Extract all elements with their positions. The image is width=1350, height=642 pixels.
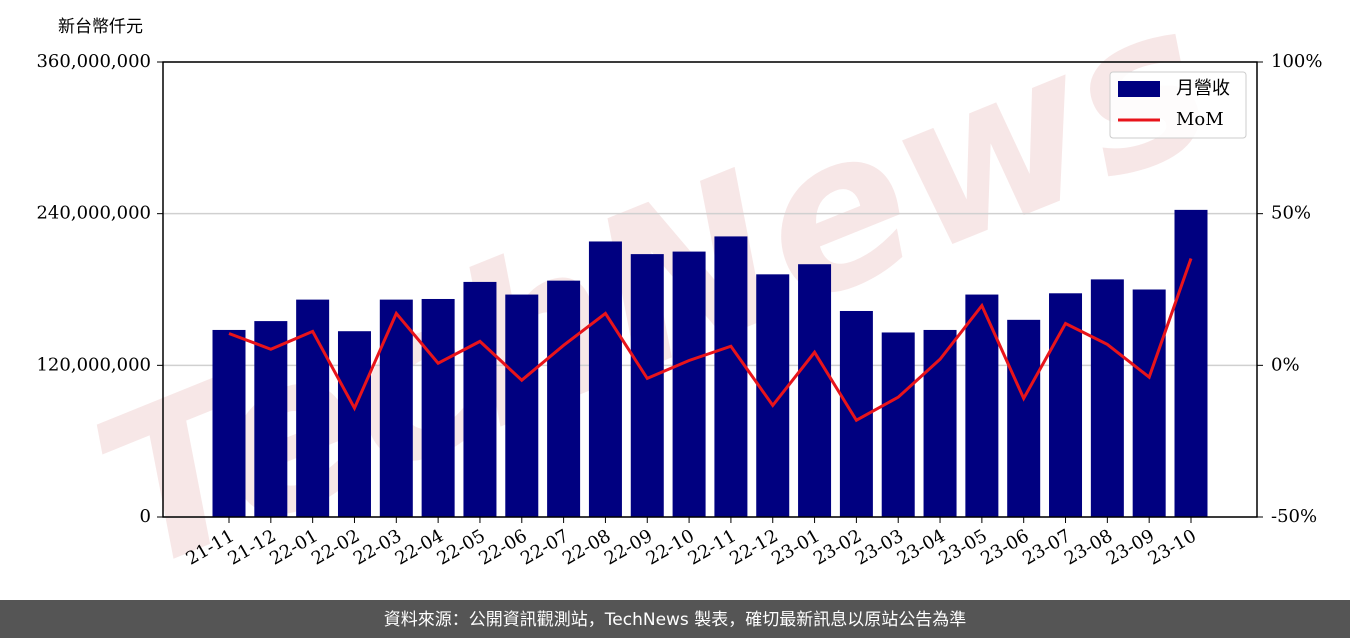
line <box>228 258 1193 423</box>
legend-label: 月營收 <box>1176 78 1230 99</box>
bar <box>672 251 706 518</box>
y2-tick-label: 100% <box>1271 51 1322 72</box>
bar <box>254 321 288 517</box>
y-unit: 新台幣仟元 <box>58 17 143 37</box>
legend-swatch <box>1118 81 1160 97</box>
y-tick-label: 0 <box>140 506 151 527</box>
bar <box>1132 289 1166 517</box>
bar <box>1007 319 1041 517</box>
bar <box>630 254 664 517</box>
y-tick-label: 240,000,000 <box>36 203 151 224</box>
footer: 資料來源：公開資訊觀測站，TechNews 製表，確切最新訊息以原站公告為準 <box>384 610 966 630</box>
bar <box>337 331 371 517</box>
bar <box>756 274 790 517</box>
bar <box>547 280 581 517</box>
bar <box>212 329 246 517</box>
y2-tick-label: -50% <box>1271 506 1317 527</box>
bar <box>1174 209 1208 517</box>
footer-bar <box>0 600 1350 638</box>
bar <box>881 332 915 517</box>
bar <box>421 298 455 517</box>
bar <box>798 264 832 517</box>
bar <box>588 241 622 517</box>
bar <box>1049 293 1083 517</box>
y2-tick-label: 50% <box>1271 203 1311 224</box>
bar <box>714 236 748 517</box>
y2-tick-label: 0% <box>1271 354 1300 375</box>
bar <box>1090 279 1124 517</box>
plot-frame <box>162 61 1258 518</box>
bar <box>379 299 413 517</box>
x-tick-label: 23-10 <box>1145 525 1200 569</box>
legend: 月營收 MoM <box>1109 71 1247 139</box>
bar <box>505 294 539 517</box>
y-tick-label: 120,000,000 <box>36 354 151 375</box>
y-tick-label: 360,000,000 <box>36 51 151 72</box>
bar <box>463 281 497 517</box>
legend-label: MoM <box>1176 109 1224 130</box>
